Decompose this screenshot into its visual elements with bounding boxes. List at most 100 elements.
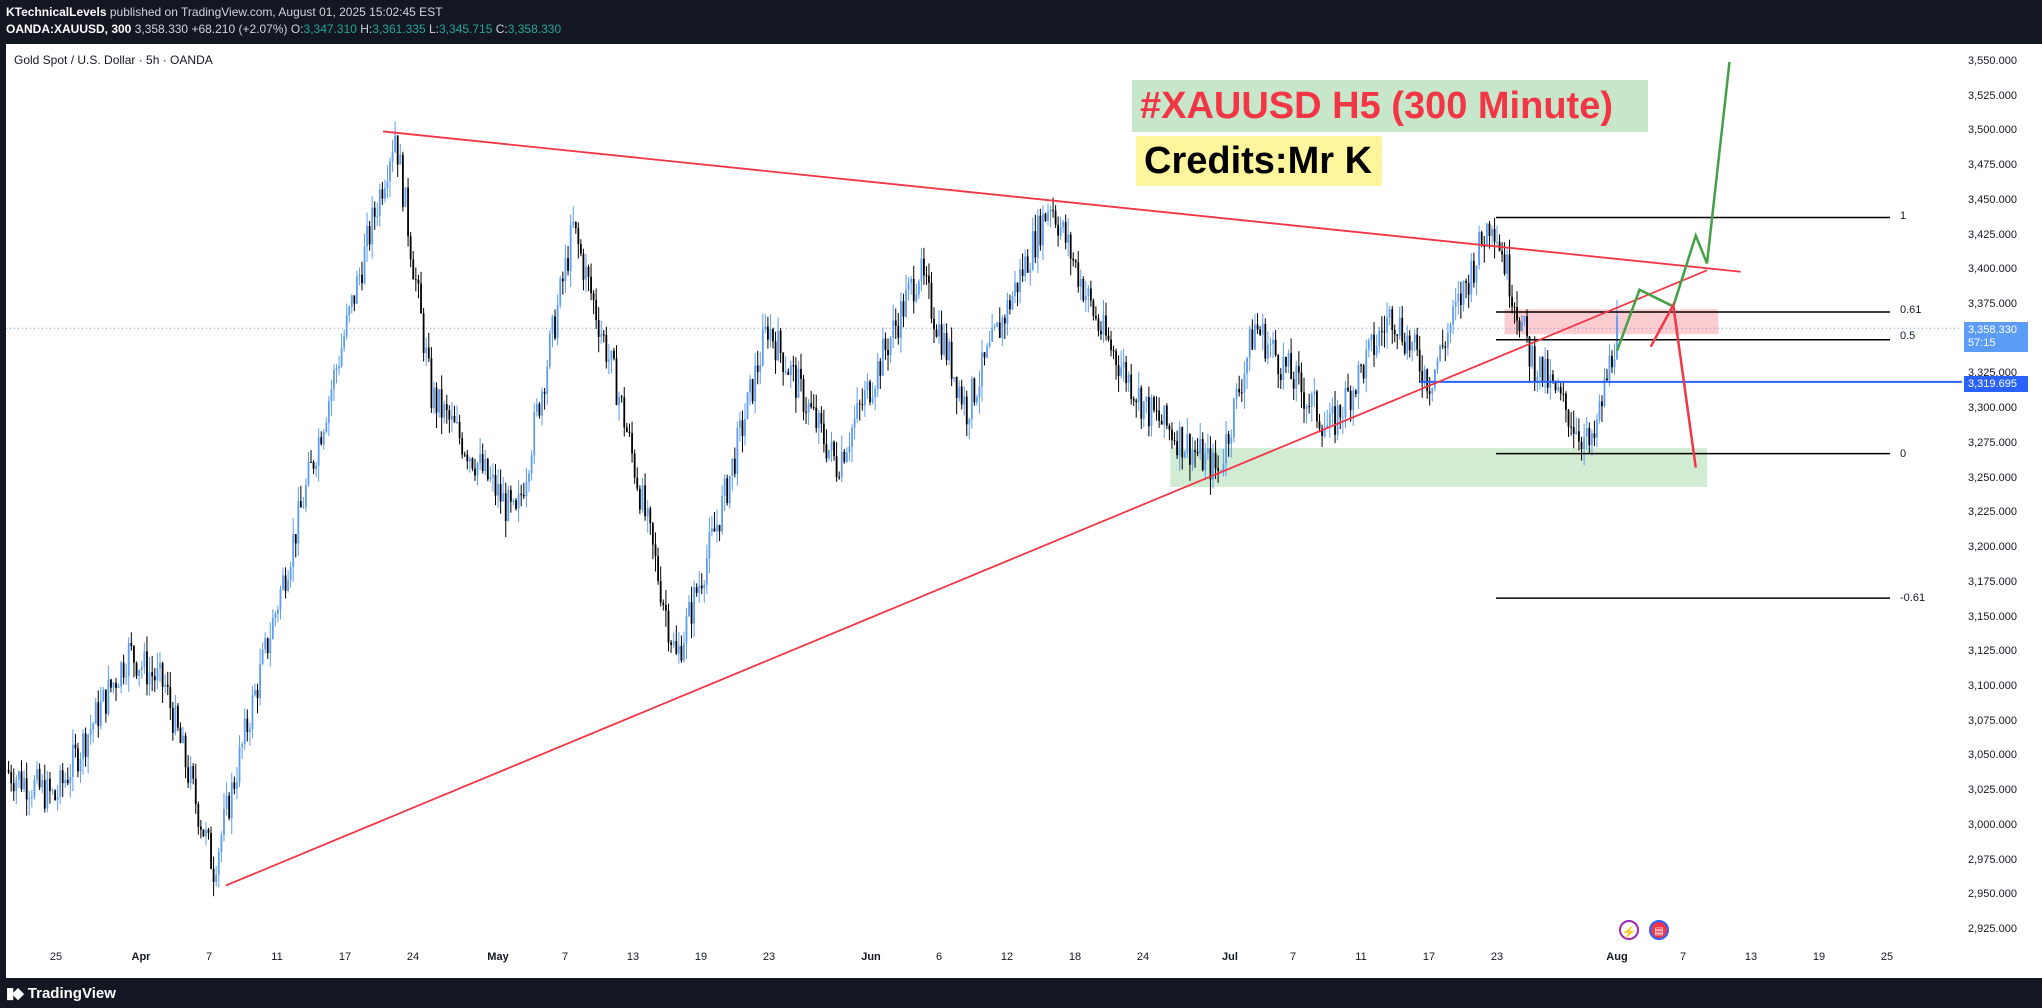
candle-body: [325, 422, 328, 432]
candle-body: [120, 662, 123, 687]
candle-body: [856, 403, 859, 419]
candle-body: [1472, 260, 1475, 283]
price-axis[interactable]: [1962, 44, 2042, 978]
candle-body: [427, 347, 430, 359]
candle-body: [484, 458, 487, 472]
tradingview-brand[interactable]: ▮◆ TradingView: [6, 984, 116, 1003]
candle-body: [690, 602, 693, 624]
chart-title-annotation[interactable]: #XAUUSD H5 (300 Minute): [1132, 80, 1648, 132]
candle-body: [1436, 360, 1439, 370]
candle-body: [228, 795, 231, 819]
us-flag-icon[interactable]: ▤: [1649, 920, 1669, 940]
candle-body: [625, 427, 628, 432]
candle-body: [1206, 448, 1209, 453]
candle-body: [499, 483, 502, 502]
candle-body: [1287, 353, 1290, 367]
candle-body: [1475, 265, 1478, 283]
candle-body: [812, 407, 815, 409]
candle-body: [884, 338, 887, 351]
candle-body: [953, 376, 956, 379]
candle-body: [36, 768, 38, 780]
candle-body: [1318, 421, 1321, 429]
author-name[interactable]: KTechnicalLevels: [6, 5, 107, 19]
candle-body: [355, 276, 358, 304]
y-tick-label: 3,500.000: [1968, 124, 2017, 137]
lightning-icon[interactable]: ⚡: [1619, 920, 1639, 940]
candle-body: [509, 490, 512, 502]
candle-body: [698, 585, 701, 593]
high-value: 3,361.335: [372, 22, 426, 36]
candle-body: [507, 490, 510, 521]
candle-body: [1478, 232, 1480, 266]
x-tick-label: 7: [205, 951, 213, 963]
candle-body: [858, 403, 861, 405]
candle-body: [289, 567, 292, 581]
candle-body: [769, 329, 772, 340]
candle-body: [1074, 260, 1077, 263]
candle-body: [567, 258, 569, 271]
candle-body: [713, 528, 716, 532]
y-tick-label: 3,050.000: [1968, 749, 2017, 762]
candle-body: [1014, 282, 1016, 297]
instrument-title: Gold Spot / U.S. Dollar · 5h · OANDA: [14, 53, 213, 67]
candle-body: [1150, 397, 1153, 427]
candle-body: [210, 832, 212, 869]
candle-body: [217, 851, 220, 875]
candle-body: [430, 358, 433, 408]
x-tick-label: 24: [406, 951, 420, 963]
credits-annotation[interactable]: Credits:Mr K: [1136, 136, 1382, 186]
candle-body: [401, 154, 404, 207]
candle-body: [330, 388, 333, 401]
candle-body: [1021, 269, 1024, 276]
candle-body: [1214, 452, 1217, 469]
candle-body: [43, 780, 46, 809]
candle-body: [825, 444, 828, 459]
x-tick-label: Aug: [1606, 951, 1628, 963]
candle-body: [590, 276, 592, 294]
candle-body: [1506, 254, 1508, 274]
candle-body: [708, 531, 711, 559]
high-label: H:: [360, 22, 373, 36]
candle-body: [920, 258, 923, 282]
candle-body: [1365, 349, 1368, 379]
candle-body: [215, 874, 218, 882]
candle-body: [1183, 452, 1186, 458]
candle-body: [1401, 317, 1404, 342]
candle-body: [138, 669, 141, 676]
candle-body: [287, 580, 290, 591]
y-tick-label: 3,025.000: [1968, 784, 2017, 797]
current-price-tag: 3,358.330 57:15: [1964, 322, 2028, 352]
candle-body: [433, 387, 435, 408]
candle-body: [905, 289, 907, 317]
candle-body: [1352, 390, 1355, 411]
candle-body: [71, 744, 74, 777]
candle-body: [711, 528, 713, 532]
candle-body: [279, 589, 282, 610]
candle-body: [1449, 324, 1452, 333]
candle-body: [572, 221, 575, 226]
candle-body: [266, 638, 269, 654]
candle-body: [51, 790, 54, 792]
candle-body: [1562, 393, 1565, 395]
trendline-lower: [225, 269, 1708, 887]
horizontal-line-price-tag: 3,319.695: [1964, 376, 2028, 392]
candle-body: [1533, 346, 1536, 381]
candle-body: [125, 676, 128, 678]
plot-area[interactable]: [6, 44, 1962, 978]
fib-label-061: 0.61: [1900, 304, 1922, 316]
candle-body: [41, 780, 44, 788]
candle-body: [363, 246, 366, 284]
candle-body: [1431, 388, 1434, 394]
candle-body: [600, 334, 603, 337]
candle-body: [1006, 300, 1009, 324]
candle-body: [456, 422, 458, 424]
y-tick-label: 3,125.000: [1968, 645, 2017, 658]
candle-body: [636, 477, 639, 489]
candle-body: [1375, 345, 1378, 355]
candle-body: [1531, 346, 1534, 367]
candle-body: [453, 415, 456, 423]
candle-body: [184, 735, 187, 768]
candle-body: [179, 727, 182, 743]
candle-body: [1441, 345, 1444, 347]
candle-body: [1393, 329, 1396, 335]
